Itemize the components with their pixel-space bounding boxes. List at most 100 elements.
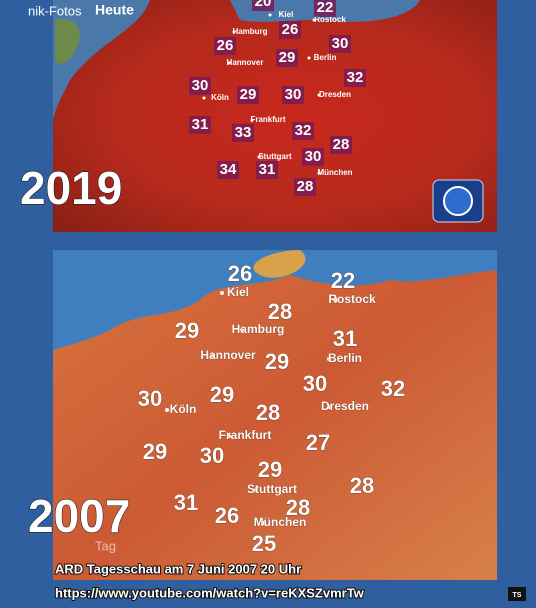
temperature: 26 (217, 37, 234, 54)
temperature: 27 (306, 430, 330, 455)
city-dot (165, 408, 169, 412)
temperature-box (276, 49, 298, 67)
city-dot (240, 328, 244, 332)
city-dot (268, 13, 272, 17)
temperature-box (329, 35, 351, 53)
temperature-box (330, 136, 352, 154)
temperature-box (314, 0, 336, 17)
city-label: Rostock (314, 15, 346, 24)
temperature: 28 (286, 495, 310, 520)
caption-url: https://www.youtube.com/watch?v=reKXSZvm… (55, 585, 365, 600)
temperature-box (189, 116, 211, 134)
caption-line: ARD Tagesschau am 7 Juni 2007 20 Uhr (55, 561, 301, 576)
temperature: 29 (143, 439, 167, 464)
map-area (53, 0, 497, 232)
city-label: Hamburg (232, 322, 285, 336)
logo-box (508, 587, 526, 601)
city-label: Rostock (328, 292, 376, 306)
logo: TS (513, 592, 522, 599)
city-label: Kiel (227, 285, 249, 299)
temperature: 32 (347, 69, 364, 86)
year-label: 2007 (28, 490, 130, 542)
temperature: 31 (192, 116, 209, 133)
city-dot (262, 521, 266, 525)
city-dot (232, 30, 236, 34)
city-label: Stuttgart (247, 482, 297, 496)
temperature: 26 (215, 503, 239, 528)
temperature: 28 (268, 299, 292, 324)
city-label: München (317, 168, 352, 177)
temperature-box (189, 77, 211, 95)
temperature: 34 (220, 161, 237, 178)
city-label: Hannover (200, 348, 256, 362)
city-dot (312, 18, 316, 22)
city-label: Berlin (314, 53, 337, 62)
temperature-box (279, 21, 301, 39)
city-dot (210, 354, 214, 358)
city-label: Berlin (328, 351, 362, 365)
city-label: Dresden (319, 90, 351, 99)
city-dot (220, 291, 224, 295)
land-denmark (253, 250, 306, 278)
temperature: 25 (252, 531, 276, 556)
city-label: Frankfurt (250, 115, 285, 124)
temperature: 31 (259, 161, 276, 178)
watermark: nik-Fotos (28, 3, 82, 18)
temperature: 29 (279, 49, 296, 66)
temperature: 29 (240, 86, 257, 103)
logo-circle (443, 186, 473, 216)
city-dot (327, 357, 331, 361)
temperature: 29 (258, 457, 282, 482)
temperature: 28 (297, 178, 314, 195)
temperature: 26 (228, 261, 252, 286)
temperature: 22 (317, 0, 334, 16)
corner-text: Tag (95, 538, 116, 553)
temperature: 30 (305, 148, 322, 165)
city-dot (250, 118, 254, 122)
temperature-box (237, 86, 259, 104)
city-dot (317, 171, 321, 175)
temperature-box (302, 148, 324, 166)
city-dot (334, 298, 338, 302)
city-label: Köln (170, 402, 197, 416)
city-dot (227, 61, 231, 65)
temperature: 28 (256, 400, 280, 425)
temperature: 30 (138, 386, 162, 411)
map-heading: Heute (95, 2, 134, 18)
land-uk (55, 18, 80, 65)
temperature: 20 (255, 0, 272, 10)
temperature: 30 (200, 443, 224, 468)
temperature: 28 (350, 473, 374, 498)
city-dot (327, 405, 331, 409)
temperature-box (282, 86, 304, 104)
temperature: 30 (332, 35, 349, 52)
year-label: 2019 (20, 162, 122, 214)
city-dot (307, 56, 311, 60)
temperature: 30 (303, 371, 327, 396)
temperature-box (294, 178, 316, 196)
temperature: 22 (331, 268, 355, 293)
temperature: 31 (333, 326, 357, 351)
temperature: 30 (192, 77, 209, 94)
temperature: 32 (295, 122, 312, 139)
city-dot (227, 434, 231, 438)
temperature-box (256, 161, 278, 179)
temperature: 29 (210, 382, 234, 407)
temperature: 29 (265, 349, 289, 374)
city-dot (257, 155, 261, 159)
temperature-box (214, 37, 236, 55)
city-label: München (254, 515, 307, 529)
map-2019 (53, 0, 497, 232)
temperature: 30 (285, 86, 302, 103)
city-label: Stuttgart (258, 152, 292, 161)
temperature: 29 (175, 318, 199, 343)
sea (53, 250, 497, 350)
city-label: Frankfurt (219, 428, 272, 442)
temperature: 28 (333, 136, 350, 153)
temperature-box (217, 161, 239, 179)
temperature-box (344, 69, 366, 87)
city-dot (202, 96, 206, 100)
temperature: 33 (235, 124, 252, 141)
